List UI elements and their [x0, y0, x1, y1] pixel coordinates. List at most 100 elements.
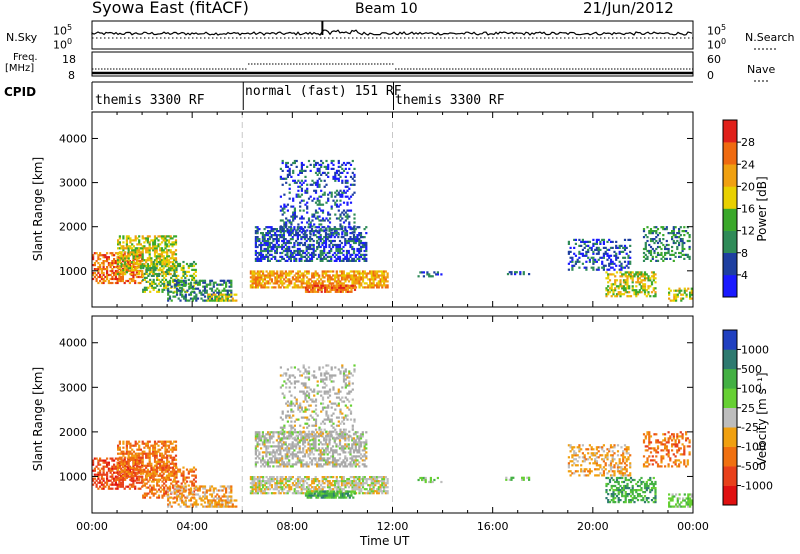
power-cell	[312, 239, 315, 243]
power-cell	[99, 264, 102, 267]
power-cell	[281, 247, 284, 251]
vel-cell	[159, 490, 162, 493]
vel-cell	[286, 490, 289, 493]
power-cell	[346, 171, 349, 174]
power-cell	[141, 249, 144, 252]
power-cell	[304, 175, 307, 178]
power-cell	[605, 289, 608, 292]
vel-cell	[194, 476, 197, 479]
power-cell	[356, 270, 359, 273]
power-cell	[251, 276, 254, 279]
vel-cell	[363, 492, 366, 495]
power-cell	[333, 236, 336, 239]
power-cell	[159, 243, 162, 246]
vel-cell	[164, 440, 167, 443]
power-cell	[622, 285, 626, 288]
power-cell	[335, 177, 339, 180]
power-cell	[149, 270, 152, 273]
vel-cell	[129, 466, 132, 469]
power-cell	[361, 276, 365, 279]
power-cell	[307, 270, 310, 273]
vel-cell	[323, 482, 326, 485]
power-cell	[304, 286, 308, 289]
power-cell	[671, 253, 674, 256]
vel-cell	[166, 466, 169, 469]
vel-cell	[230, 501, 233, 504]
power-cell	[128, 277, 131, 281]
power-cell	[95, 260, 98, 263]
power-cell	[281, 229, 284, 232]
power-cell	[120, 251, 123, 254]
vel-cell	[117, 458, 120, 461]
power-cell	[100, 262, 103, 265]
power-cell	[325, 290, 329, 293]
power-cell	[350, 290, 353, 293]
vel-cell	[223, 493, 226, 496]
power-cell	[678, 241, 681, 245]
vel-cell	[309, 488, 312, 491]
power-cell	[318, 223, 321, 226]
power-cell	[164, 251, 167, 254]
power-cell	[293, 259, 296, 262]
vel-cell	[225, 487, 228, 490]
power-cell	[163, 288, 166, 291]
vel-cell	[111, 465, 114, 468]
power-cell	[97, 266, 100, 269]
vel-cell	[109, 471, 112, 474]
power-cell	[325, 201, 328, 204]
power-cell	[295, 195, 298, 198]
power-cell	[125, 235, 128, 238]
power-cell	[619, 295, 622, 298]
power-cell	[635, 271, 638, 274]
power-cell	[226, 299, 229, 302]
power-cell	[177, 264, 180, 268]
power-cell	[300, 284, 303, 287]
power-cell	[180, 276, 183, 279]
power-cell	[290, 221, 293, 224]
power-cell	[202, 299, 205, 302]
power-cell	[345, 253, 349, 256]
power-cell	[148, 241, 151, 244]
vel-cell	[369, 490, 372, 493]
vel-cell	[132, 471, 135, 474]
power-cell	[288, 249, 291, 253]
vel-cell	[122, 440, 125, 443]
power-cell	[300, 187, 303, 190]
power-cell	[166, 245, 169, 248]
vel-cell	[249, 476, 252, 479]
power-cell	[329, 288, 332, 291]
power-cell	[300, 169, 303, 172]
power-cell	[342, 245, 345, 249]
vel-cell	[187, 470, 190, 473]
power-cell	[622, 289, 626, 292]
vel-cell	[106, 461, 109, 464]
power-cell	[166, 272, 169, 275]
vel-cell	[221, 485, 224, 488]
power-cell	[303, 251, 307, 255]
power-cell	[607, 281, 610, 284]
vel-cell	[104, 473, 107, 476]
power-cell	[615, 285, 619, 288]
power-cell	[587, 250, 590, 253]
power-cell	[289, 241, 292, 245]
vel-cell	[122, 476, 125, 479]
power-cell	[648, 243, 651, 247]
vel-cell	[159, 458, 162, 461]
power-cell	[254, 253, 257, 256]
power-cell	[281, 284, 284, 287]
vel-cell	[353, 480, 356, 483]
power-cell	[258, 251, 261, 255]
power-cell	[223, 279, 226, 282]
vel-cell	[210, 503, 214, 506]
power-cell	[177, 262, 180, 266]
vel-cell	[107, 479, 110, 482]
power-cell	[601, 262, 604, 265]
power-cell	[263, 276, 266, 279]
power-cell	[300, 249, 303, 253]
power-cell	[138, 265, 141, 268]
power-cell	[316, 203, 319, 206]
vel-cell	[314, 488, 317, 491]
power-cell	[288, 183, 291, 186]
vel-cell	[141, 452, 144, 455]
power-cell	[263, 249, 266, 253]
